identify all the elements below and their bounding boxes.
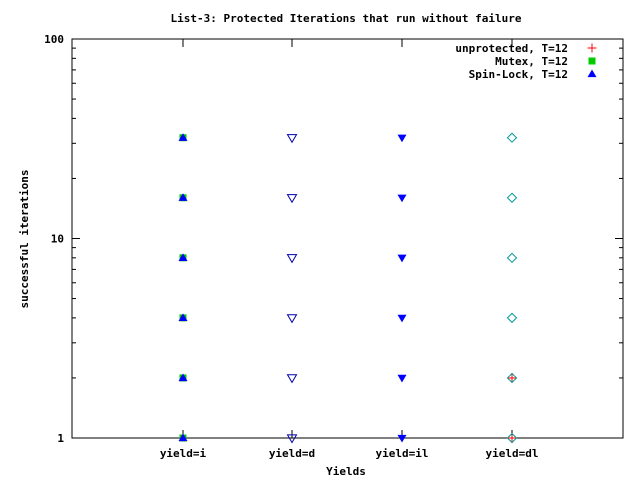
data-point: [397, 434, 407, 443]
data-point: [506, 132, 518, 143]
data-points: [178, 132, 518, 444]
data-point: [178, 433, 188, 442]
y-axis: 1 10 100: [44, 33, 623, 445]
legend-label: unprotected, T=12: [455, 42, 568, 55]
data-point: [506, 432, 518, 444]
y-tick-label: 100: [44, 33, 64, 46]
data-point: [507, 433, 517, 443]
data-point: [286, 134, 298, 144]
data-point: [286, 254, 298, 264]
data-point: [506, 372, 518, 384]
data-point: [178, 133, 188, 141]
x-tick-label: yield=i: [160, 447, 207, 460]
legend-label: Spin-Lock, T=12: [469, 68, 568, 81]
data-point: [506, 252, 518, 264]
data-point: [286, 314, 298, 324]
x-tick-label: yield=d: [269, 447, 315, 460]
data-point: [397, 314, 407, 323]
x-axis-label: Yields: [326, 465, 366, 478]
data-point: [397, 134, 407, 143]
data-point: [286, 194, 298, 204]
data-point: [286, 434, 298, 444]
data-point: [506, 192, 518, 203]
data-point: [178, 313, 188, 322]
data-point: [178, 373, 188, 382]
data-point: [286, 374, 298, 384]
data-point: [507, 373, 517, 383]
y-axis-label: successful iterations: [18, 169, 31, 308]
legend-marker: [588, 57, 596, 65]
x-tick-label: yield=dl: [486, 447, 539, 460]
y-tick-label: 10: [51, 233, 64, 246]
x-tick-label: yield=il: [376, 447, 429, 460]
data-point: [178, 193, 188, 201]
data-point: [506, 312, 518, 324]
y-tick-label: 1: [57, 432, 64, 445]
legend-marker: [587, 43, 597, 53]
chart-title: List-3: Protected Iterations that run wi…: [171, 12, 522, 25]
data-point: [397, 374, 407, 383]
legend-label: Mutex, T=12: [495, 55, 568, 68]
data-point: [397, 254, 407, 263]
data-point: [397, 194, 407, 203]
legend-marker: [587, 69, 597, 78]
data-point: [178, 253, 188, 261]
x-axis: yield=i yield=d yield=il yield=dl: [160, 39, 539, 460]
